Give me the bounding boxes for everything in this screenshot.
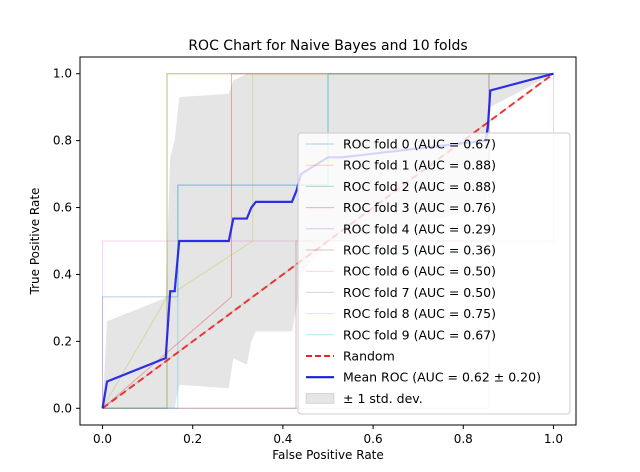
x-axis-label: False Positive Rate [272,448,384,462]
legend-entry: ROC fold 0 (AUC = 0.67) [343,137,496,152]
legend-entry: ROC fold 6 (AUC = 0.50) [343,264,496,279]
roc-fold-2-line [102,73,554,409]
legend-entry: ROC fold 3 (AUC = 0.76) [343,200,496,215]
legend-entry: ROC fold 4 (AUC = 0.29) [343,221,496,236]
legend-entry: ROC fold 7 (AUC = 0.50) [343,285,496,300]
legend-handle-std-band [305,392,335,404]
x-tick-label: 0.2 [183,432,202,446]
y-tick-label: 0.6 [53,201,72,215]
plot-frame [79,56,577,426]
roc-fold-1-line [102,73,554,409]
roc-fold-8-line [102,73,554,409]
x-tick-label: 0.0 [93,432,112,446]
x-tick-label: 0.8 [454,432,473,446]
y-axis-label: True Positive Rate [28,188,42,296]
y-tick-label: 0.4 [53,267,72,281]
y-tick-label: 0.0 [53,401,72,415]
x-tick-label: 0.6 [364,432,383,446]
legend-entry: ROC fold 1 (AUC = 0.88) [343,158,496,173]
x-tick-label: 0.4 [273,432,292,446]
y-tick-label: 0.2 [53,334,72,348]
roc-fold-9-line [102,73,554,409]
legend-entry: ROC fold 5 (AUC = 0.36) [343,243,496,258]
legend-entry: Mean ROC (AUC = 0.62 ± 0.20) [343,370,541,385]
legend-entry: ± 1 std. dev. [343,391,423,406]
roc-fold-0-line [102,73,554,409]
legend-entry: Random [343,349,395,364]
legend-entry: ROC fold 9 (AUC = 0.67) [343,327,496,342]
legend-entry: ROC fold 2 (AUC = 0.88) [343,179,496,194]
x-axis-ticks: 0.0 0.2 0.4 0.6 0.8 1.0 [93,425,563,446]
y-axis-ticks: 0.0 0.2 0.4 0.6 0.8 1.0 [53,67,80,415]
legend-entry: ROC fold 8 (AUC = 0.75) [343,306,496,321]
legend: ROC fold 0 (AUC = 0.67) ROC fold 1 (AUC =… [297,132,571,415]
y-tick-label: 0.8 [53,134,72,148]
legend-box [297,132,571,415]
chart-title: ROC Chart for Naive Bayes and 10 folds [188,38,467,54]
y-tick-label: 1.0 [53,67,72,81]
x-tick-label: 1.0 [544,432,563,446]
